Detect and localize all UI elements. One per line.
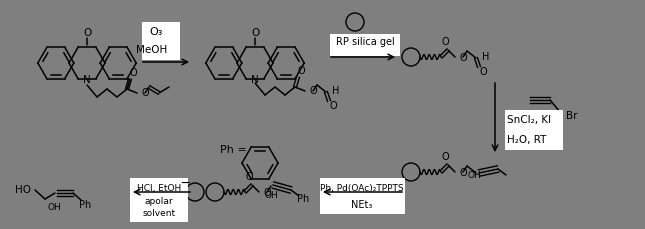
Text: RP silica gel: RP silica gel [335, 37, 394, 47]
Text: Ph, Pd(OAc)₂TPPTS: Ph, Pd(OAc)₂TPPTS [320, 183, 404, 193]
Text: HO: HO [15, 185, 31, 195]
Bar [130, 178, 188, 222]
Text: O: O [129, 68, 137, 78]
Text: O: O [441, 152, 449, 162]
Text: OH: OH [264, 191, 278, 201]
Text: ─: ─ [181, 177, 189, 190]
Text: Ph =: Ph = [220, 145, 247, 155]
Bar [320, 178, 405, 214]
Text: N: N [251, 75, 259, 85]
Text: O: O [245, 172, 253, 182]
Text: O: O [251, 28, 259, 38]
Text: H₂O, RT: H₂O, RT [507, 135, 546, 145]
Text: MeOH: MeOH [136, 45, 168, 55]
Text: solvent: solvent [143, 208, 175, 218]
Text: O: O [460, 168, 468, 178]
Text: H: H [332, 86, 340, 96]
Text: Ph: Ph [79, 200, 91, 210]
Text: H: H [482, 52, 490, 62]
Text: O: O [309, 86, 317, 96]
Text: O: O [441, 37, 449, 47]
Text: O: O [479, 67, 487, 77]
Text: N: N [83, 75, 91, 85]
Text: Ph: Ph [297, 194, 309, 204]
Bar [505, 110, 563, 150]
Text: O: O [460, 53, 468, 63]
Text: apolar: apolar [144, 196, 174, 205]
Text: O: O [297, 66, 305, 76]
Text: O₃: O₃ [149, 27, 163, 37]
Text: Br: Br [566, 111, 577, 121]
Text: NEt₃: NEt₃ [352, 200, 373, 210]
Bar [330, 34, 400, 56]
Text: SnCl₂, KI: SnCl₂, KI [507, 115, 551, 125]
Text: OH: OH [468, 172, 482, 180]
Text: OH: OH [47, 204, 61, 213]
Text: HCl, EtOH: HCl, EtOH [137, 183, 181, 193]
Text: O: O [141, 88, 148, 98]
Bar [142, 22, 180, 60]
Text: O: O [329, 101, 337, 111]
Text: O: O [83, 28, 91, 38]
Text: O: O [264, 188, 272, 198]
